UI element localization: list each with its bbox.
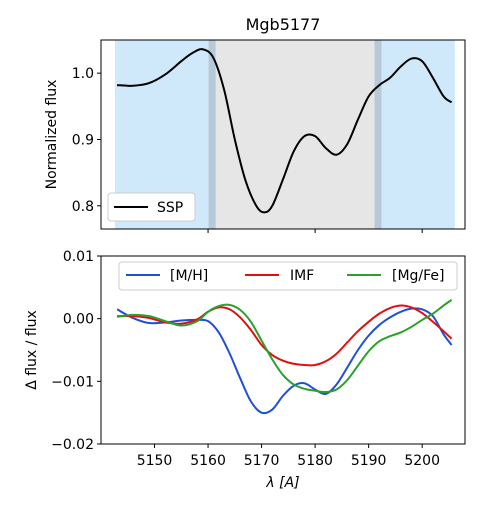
y-tick-label: 0.01	[63, 249, 94, 265]
legend-box	[118, 261, 458, 291]
y-axis-label: Normalized flux	[44, 80, 60, 190]
bottom-panel: −0.02 −0.01 0.00 0.01 5150 5160 5170 5180 5190 52…	[24, 249, 466, 491]
y-tick-label: −0.02	[51, 437, 94, 453]
top-axes-frame	[100, 39, 466, 230]
series-line-mgfe	[116, 299, 453, 394]
legend: [M/H] IMF [Mg/Fe]	[118, 261, 458, 291]
x-tick-label: 5150	[137, 453, 173, 469]
band-overlap-left	[208, 40, 216, 229]
legend-label-imf: IMF	[290, 268, 314, 284]
legend-label-mh: [M/H]	[170, 268, 208, 284]
x-tick-label: 5200	[404, 453, 440, 469]
x-tick-label: 5160	[190, 453, 226, 469]
legend-label-mgfe: [Mg/Fe]	[392, 268, 445, 284]
x-tick-label: 5170	[244, 453, 280, 469]
series-line-imf	[117, 304, 453, 367]
y-tick-label: 1.0	[72, 66, 94, 82]
band-red-continuum	[374, 40, 455, 229]
chart-title: Mgb5177	[246, 15, 321, 34]
legend: SSP	[107, 192, 196, 222]
y-tick-label: 0.00	[63, 312, 94, 328]
y-axis-label: Δ flux / flux	[24, 310, 40, 390]
x-axis-label: λ [A]	[265, 475, 299, 491]
legend-label-ssp: SSP	[157, 200, 183, 216]
legend-box	[107, 192, 196, 222]
y-tick-label: −0.01	[51, 374, 94, 390]
x-tick-label: 5190	[351, 453, 387, 469]
y-tick-label: 0.9	[72, 132, 94, 148]
top-panel: 0.8 0.9 1.0 Mgb5177 Normalized flux SSP	[44, 15, 466, 233]
series-line-ssp	[117, 48, 453, 214]
bottom-axes-frame	[100, 255, 466, 445]
band-overlap-right	[374, 40, 382, 229]
x-tick-label: 5180	[297, 453, 333, 469]
y-tick-label: 0.8	[72, 199, 94, 215]
